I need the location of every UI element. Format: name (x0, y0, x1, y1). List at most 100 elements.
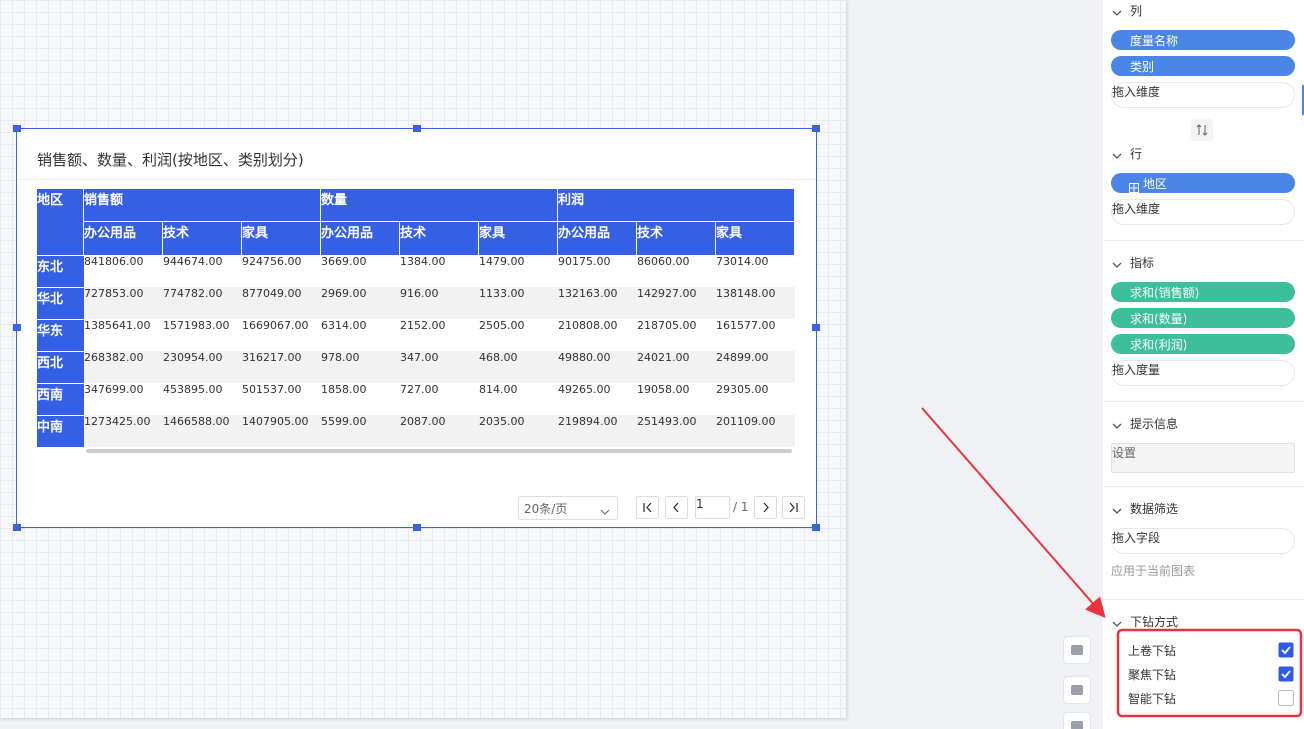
table-cell c: 210808.00 (558, 319, 637, 351)
table-cell c: 1133.00 (479, 287, 558, 319)
checkbox-icon (1278, 666, 1294, 682)
settings-button c[interactable]: 设置 (1111, 443, 1295, 473)
pill-label: 求和(利润) (1130, 338, 1188, 352)
field-pill[interactable]: 地区 (1111, 173, 1295, 193)
swap-button-icon (1191, 119, 1213, 141)
table-cell c: 2969.00 (321, 287, 400, 319)
section-divider (1103, 240, 1304, 241)
section-title: 提示信息 (1130, 417, 1179, 431)
table-cell c: 347.00 (400, 351, 479, 383)
table-cell c: 877049.00 (242, 287, 321, 319)
table-cell c: 132163.00 (558, 287, 637, 319)
field-pill[interactable]: 求和(销售额) (1111, 282, 1295, 302)
page-size-label: 20条/页 (524, 502, 568, 516)
collapse-toggle[interactable] (1111, 4, 1123, 16)
sub-header c: 办公用品 (321, 222, 400, 255)
table-cell c: 1407905.00 (242, 415, 321, 447)
resize-handle[interactable] (812, 324, 820, 331)
table-cell c: 29305.00 (716, 383, 795, 415)
resize-handle[interactable] (413, 524, 421, 531)
page-size-select[interactable]: 20条/页 (518, 496, 618, 520)
table-cell c: 49880.00 (558, 351, 637, 383)
swap-button[interactable] (1191, 119, 1213, 141)
table-cell c: 201109.00 (716, 415, 795, 447)
page-input c[interactable]: 1 (695, 496, 730, 519)
checkbox-icon (1278, 690, 1294, 706)
checkbox[interactable] (1278, 642, 1294, 658)
page-button[interactable] (782, 496, 805, 519)
table-cell c: 2087.00 (400, 415, 479, 447)
checkbox[interactable] (1278, 666, 1294, 682)
collapse-toggle[interactable] (1111, 256, 1123, 268)
tool-button[interactable] (1063, 712, 1091, 729)
resize-handle[interactable] (13, 125, 21, 132)
collapse-toggle-icon (1112, 10, 1122, 16)
field-pill[interactable]: 求和(数量) (1111, 308, 1295, 328)
resize-handle[interactable] (13, 324, 21, 331)
table-cell c: 218705.00 (637, 319, 716, 351)
collapse-toggle[interactable] (1111, 147, 1123, 159)
resize-handle[interactable] (812, 125, 820, 132)
table-cell c: 1385641.00 (84, 319, 163, 351)
drop-zone c[interactable]: 拖入度量 (1111, 360, 1295, 386)
row-header c: 东北 (37, 255, 84, 287)
table-cell c: 1669067.00 (242, 319, 321, 351)
field-pill[interactable]: 求和(利润) (1111, 334, 1295, 354)
row-header c: 中南 (37, 415, 84, 447)
table-cell c: 1466588.00 (163, 415, 242, 447)
tool-button-icon (1063, 712, 1091, 729)
pill-label: 求和(销售额) (1130, 286, 1200, 300)
tool-button[interactable] (1063, 636, 1091, 664)
pill-label: 求和(数量) (1130, 312, 1188, 326)
table-cell c: 814.00 (479, 383, 558, 415)
table-cell c: 5599.00 (321, 415, 400, 447)
table-cell c: 49265.00 (558, 383, 637, 415)
page-button[interactable] (636, 496, 659, 519)
resize-handle[interactable] (413, 125, 421, 132)
drop-zone c[interactable]: 拖入维度 (1111, 82, 1295, 108)
table-cell c: 230954.00 (163, 351, 242, 383)
table-cell c: 2152.00 (400, 319, 479, 351)
select-arrow-icon (600, 509, 610, 515)
table-cell c: 142927.00 (637, 287, 716, 319)
sub-header c: 技术 (637, 222, 716, 255)
field-pill[interactable]: 度量名称 (1111, 30, 1295, 50)
resize-handle[interactable] (13, 524, 21, 531)
row-header c: 西南 (37, 383, 84, 415)
collapse-toggle[interactable] (1111, 502, 1123, 514)
page-button-icon (636, 496, 659, 519)
drill-option-label: 智能下钻 (1128, 692, 1177, 706)
table-cell c: 978.00 (321, 351, 400, 383)
table-cell c: 453895.00 (163, 383, 242, 415)
corner-header c: 地区 (37, 189, 84, 255)
table-cell c: 90175.00 (558, 255, 637, 287)
table-cell c: 944674.00 (163, 255, 242, 287)
sub-header c: 技术 (400, 222, 479, 255)
group-header c: 利润 (558, 189, 795, 222)
table-cell c: 316217.00 (242, 351, 321, 383)
table-cell c: 1571983.00 (163, 319, 242, 351)
table-cell c: 2505.00 (479, 319, 558, 351)
sub-header c: 办公用品 (558, 222, 637, 255)
collapse-toggle-icon (1112, 508, 1122, 514)
table-cell c: 727.00 (400, 383, 479, 415)
page-button[interactable] (665, 496, 688, 519)
table-cell c: 1479.00 (479, 255, 558, 287)
collapse-toggle[interactable] (1111, 615, 1123, 627)
collapse-toggle[interactable] (1111, 417, 1123, 429)
table-cell c: 924756.00 (242, 255, 321, 287)
page-button[interactable] (754, 496, 777, 519)
row-header c: 华北 (37, 287, 84, 319)
tool-button[interactable] (1063, 676, 1091, 704)
scrollbar[interactable] (86, 449, 792, 453)
table-cell c: 1273425.00 (84, 415, 163, 447)
checkbox[interactable] (1278, 690, 1294, 706)
section-title: 列 (1130, 4, 1143, 18)
resize-handle[interactable] (812, 524, 820, 531)
page-button-icon (782, 496, 805, 519)
group-header c: 数量 (321, 189, 558, 222)
field-pill[interactable]: 类别 (1111, 56, 1295, 76)
drop-zone c[interactable]: 拖入字段 (1111, 528, 1295, 554)
drop-zone c[interactable]: 拖入维度 (1111, 199, 1295, 225)
table-cell c: 24899.00 (716, 351, 795, 383)
